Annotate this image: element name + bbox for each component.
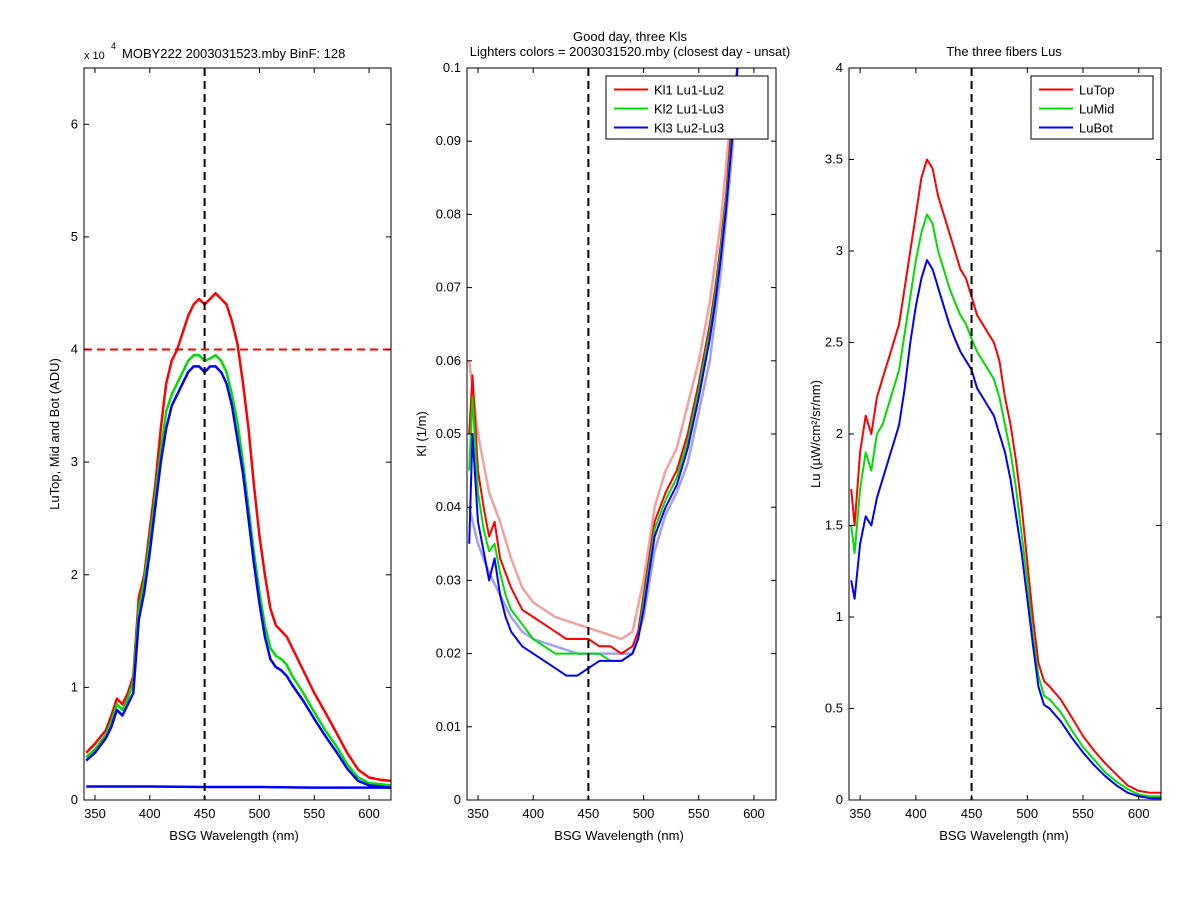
chart-3-series-1-line (850, 158, 1161, 794)
chart-1-y-tick-label: 1 (71, 679, 78, 694)
chart-2-y-tick-label: 0.06 (436, 353, 461, 368)
chart-3-legend-label-2: LuMid (1079, 102, 1114, 117)
chart-2-y-tick-label: 0.09 (436, 133, 461, 148)
chart-1-title: MOBY222 2003031523.mby BinF: 128 (122, 46, 345, 61)
chart-2-x-tick-label: 450 (578, 806, 600, 821)
chart-1-y-tick-label: 5 (71, 229, 78, 244)
chart-2-y-axis-label: Kl (1/m) (414, 411, 429, 457)
chart-1-series-4-line (86, 785, 391, 789)
chart-3-legend-label-1: LuTop (1079, 83, 1114, 98)
chart-1-x-tick-label: 500 (249, 806, 271, 821)
chart-3-x-tick-label: 550 (1072, 806, 1094, 821)
chart-1-x-tick-label: 400 (139, 806, 161, 821)
chart-3-series-3-line (850, 259, 1161, 800)
chart-3-y-tick-label: 0.5 (825, 701, 843, 716)
chart-3-y-tick-label: 0 (836, 792, 843, 807)
chart-2-y-tick-label: 0.02 (436, 646, 461, 661)
chart-2-x-axis-label: BSG Wavelength (nm) (554, 828, 684, 843)
chart-1-x-tick-label: 600 (358, 806, 380, 821)
chart-2-y-tick-label: 0.08 (436, 206, 461, 221)
chart-3-legend: LuTop LuMid LuBot (1030, 75, 1154, 140)
chart-1-y-tick-label: 3 (71, 454, 78, 469)
chart-2-title: Good day, three Kls (573, 29, 687, 44)
chart-1-exponent-base: x 10 (84, 50, 105, 62)
chart-3-series-2-line (850, 213, 1161, 798)
chart-2-x-tick-label: 400 (522, 806, 544, 821)
chart-1-axes-frame (83, 67, 392, 801)
chart-2-x-tick-label: 500 (633, 806, 655, 821)
chart-3-y-tick-label: 4 (836, 60, 843, 75)
chart-3-plot-area (849, 68, 1161, 800)
chart-3-y-tick-label: 1 (836, 609, 843, 624)
chart-1-x-tick-label: 350 (84, 806, 106, 821)
chart-panel-2: Good day, three Kls Lighters colors = 20… (414, 29, 790, 843)
chart-2-series-3-line (468, 68, 739, 677)
chart-1-x-axis-label: BSG Wavelength (nm) (169, 828, 299, 843)
chart-2-y-tick-label: 0.04 (436, 499, 461, 514)
chart-3-x-axis-label: BSG Wavelength (nm) (939, 828, 1069, 843)
chart-1-exponent-power: 4 (111, 41, 116, 51)
chart-2-y-tick-label: 0.05 (436, 426, 461, 441)
chart-1-y-tick-label: 6 (71, 116, 78, 131)
chart-2-series-5-line (467, 68, 739, 655)
chart-panel-3: The three fibers Lus Lu (µW/cm²/sr/nm) B… (808, 44, 1162, 843)
chart-2-legend-label-2: Kl2 Lu1-Lu3 (654, 102, 724, 117)
chart-2-y-tick-label: 0.01 (436, 719, 461, 734)
chart-3-y-tick-label: 3.5 (825, 152, 843, 167)
chart-2-series-1-line (468, 68, 739, 655)
chart-1-y-tick-label: 4 (71, 342, 78, 357)
chart-1-y-tick-label: 0 (71, 792, 78, 807)
chart-1-x-tick-label: 550 (303, 806, 325, 821)
chart-2-subtitle: Lighters colors = 2003031520.mby (closes… (470, 44, 790, 59)
chart-panel-1: x 10 4 MOBY222 2003031523.mby BinF: 128 … (47, 41, 392, 843)
chart-2-legend-label-1: Kl1 Lu1-Lu2 (654, 83, 724, 98)
chart-1-series-3-line (85, 365, 391, 789)
chart-3-x-tick-label: 350 (849, 806, 871, 821)
chart-2-y-tick-label: 0.07 (436, 280, 461, 295)
chart-2-y-tick-label: 0 (454, 792, 461, 807)
chart-1-x-tick-label: 450 (194, 806, 216, 821)
chart-3-y-tick-label: 1.5 (825, 518, 843, 533)
chart-2-legend-label-3: Kl3 Lu2-Lu3 (654, 121, 724, 136)
chart-2-x-tick-label: 350 (467, 806, 489, 821)
chart-3-y-tick-label: 2.5 (825, 335, 843, 350)
chart-3-x-tick-label: 450 (961, 806, 983, 821)
chart-2-series-2-line (468, 68, 739, 662)
chart-1-y-tick-label: 2 (71, 567, 78, 582)
chart-2-y-tick-label: 0.03 (436, 572, 461, 587)
chart-2-x-tick-label: 550 (688, 806, 710, 821)
chart-1-y-axis-label: LuTop, Mid and Bot (ADU) (47, 358, 62, 510)
chart-3-y-axis-label: Lu (µW/cm²/sr/nm) (808, 380, 823, 488)
chart-3-x-tick-label: 600 (1128, 806, 1150, 821)
chart-2-legend: Kl1 Lu1-Lu2 Kl2 Lu1-Lu3 Kl3 Lu2-Lu3 (605, 75, 769, 140)
chart-2-y-tick-label: 0.1 (443, 60, 461, 75)
chart-3-y-tick-label: 2 (836, 426, 843, 441)
chart-3-title: The three fibers Lus (946, 44, 1062, 59)
chart-3-x-tick-label: 500 (1016, 806, 1038, 821)
chart-2-x-tick-label: 600 (743, 806, 765, 821)
chart-3-y-tick-label: 3 (836, 243, 843, 258)
chart-3-legend-label-3: LuBot (1079, 121, 1113, 136)
chart-3-x-tick-label: 400 (905, 806, 927, 821)
chart-2-series-4-line (467, 68, 739, 641)
